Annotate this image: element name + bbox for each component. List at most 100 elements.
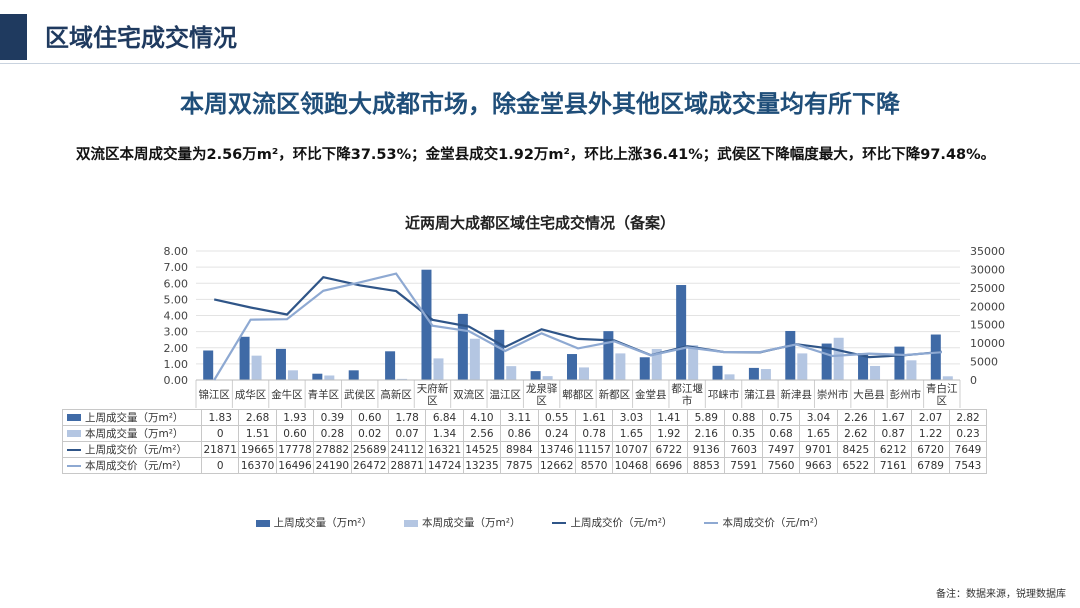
table-row: 本周成交量（万m²） 0 1.51 0.60 0.28 0.02 0.07 1.34 2.56 0… xyxy=(62,425,988,442)
bar-cur-volume xyxy=(833,337,844,380)
table-cell: 7649 xyxy=(948,441,988,458)
bar-prev-volume xyxy=(748,367,759,380)
table-cell: 2.16 xyxy=(687,425,726,442)
data-table: 上周成交量（万m²） 1.83 2.68 1.93 0.39 0.60 1.78 6.84 4.… xyxy=(62,409,988,474)
table-cell: 7603 xyxy=(724,441,763,458)
y-right-tick-label: 0 xyxy=(970,374,977,387)
table-cell: 2.07 xyxy=(911,409,950,426)
table-cell: 7543 xyxy=(948,457,988,474)
y-left-tick-label: 7.00 xyxy=(164,261,189,274)
table-cell: 26472 xyxy=(350,457,389,474)
table-cell: 2.62 xyxy=(836,425,876,442)
headline: 本周双流区领跑大成都市场，除金堂县外其他区域成交量均有所下降 xyxy=(180,90,900,118)
bar-cur-volume xyxy=(433,358,444,380)
table-cell: 0.68 xyxy=(761,425,801,442)
x-tick-label: 区 xyxy=(937,395,948,407)
bar-cur-volume xyxy=(797,353,808,380)
table-cell: 6212 xyxy=(874,441,913,458)
table-cell: 16321 xyxy=(425,441,464,458)
table-cell: 7875 xyxy=(500,457,539,474)
table-cell: 6522 xyxy=(836,457,876,474)
table-cell: 10707 xyxy=(612,441,651,458)
table-cell: 1.65 xyxy=(612,425,651,442)
x-tick-label: 新津县 xyxy=(781,388,813,401)
bar-prev-volume xyxy=(421,269,432,380)
table-cell: 9663 xyxy=(799,457,838,474)
series-name: 上周成交量（万m²） xyxy=(85,411,184,424)
bar-prev-volume xyxy=(603,331,614,380)
table-cell: 9701 xyxy=(799,441,838,458)
x-tick-label: 武侯区 xyxy=(344,388,376,401)
legend-label: 上周成交价（元/m²） xyxy=(570,517,673,529)
line-cur-price xyxy=(213,272,942,381)
x-tick-label: 大邑县 xyxy=(853,388,885,401)
bar-prev-volume xyxy=(275,348,286,380)
bar-cur-volume xyxy=(251,355,262,380)
bar-cur-volume xyxy=(287,370,298,380)
table-cell: 1.22 xyxy=(911,425,950,442)
table-cell: 1.65 xyxy=(799,425,838,442)
table-cell: 0.02 xyxy=(350,425,389,442)
table-cell: 6.84 xyxy=(425,409,464,426)
x-tick-label: 区 xyxy=(536,395,547,407)
table-cell: 8570 xyxy=(574,457,614,474)
table-cell: 2.56 xyxy=(462,425,502,442)
table-cell: 12662 xyxy=(537,457,576,474)
x-tick-label: 天府新 xyxy=(417,382,449,395)
legend-label: 上周成交量（万m²） xyxy=(273,517,373,529)
series-swatch xyxy=(67,448,81,451)
bar-prev-volume xyxy=(785,330,796,380)
bar-prev-volume xyxy=(894,346,905,380)
y-right-tick-label: 25000 xyxy=(970,282,1005,295)
bar-cur-volume xyxy=(760,369,771,380)
table-cell: 28871 xyxy=(387,457,427,474)
table-cell: 6722 xyxy=(649,441,689,458)
table-cell: 24112 xyxy=(387,441,427,458)
table-cell: 0.55 xyxy=(537,409,576,426)
y-left-tick-label: 1.00 xyxy=(164,358,189,371)
y-right-tick-label: 5000 xyxy=(970,356,998,369)
table-cell: 7591 xyxy=(724,457,763,474)
y-left-tick-label: 0.00 xyxy=(164,374,189,387)
table-cell: 1.61 xyxy=(574,409,614,426)
x-tick-label: 锦江区 xyxy=(198,388,230,401)
y-left-tick-label: 5.00 xyxy=(164,293,189,306)
y-left-tick-label: 8.00 xyxy=(164,245,189,258)
bar-prev-volume xyxy=(567,354,577,380)
bar-cur-volume xyxy=(324,375,335,380)
bar-cur-volume xyxy=(397,378,408,380)
line-prev-price xyxy=(213,275,942,359)
footnote: 备注：数据来源，锐理数据库 xyxy=(936,589,1066,600)
x-tick-label: 都江堰 xyxy=(671,383,703,395)
bar-prev-volume xyxy=(312,373,323,380)
table-cell: 1.92 xyxy=(649,425,689,442)
legend-entry: 上周成交量（万m²） xyxy=(255,515,373,530)
table-row-header: 上周成交量（万m²） xyxy=(62,409,202,426)
table-cell: 0.07 xyxy=(387,425,427,442)
bar-cur-volume xyxy=(469,338,480,380)
table-cell: 7161 xyxy=(874,457,913,474)
table-cell: 14525 xyxy=(462,441,502,458)
table-cell: 8984 xyxy=(500,441,539,458)
chart-legend: 上周成交量（万m²） 本周成交量（万m²） 上周成交价（元/m²） 本周成交价（元/m… xyxy=(0,515,1080,530)
x-tick-label: 区 xyxy=(427,395,438,407)
table-cell: 7497 xyxy=(761,441,801,458)
table-cell: 0 xyxy=(200,425,240,442)
table-cell: 0.75 xyxy=(761,409,801,426)
legend-label: 本周成交量（万m²） xyxy=(422,517,521,529)
table-cell: 3.04 xyxy=(799,409,838,426)
y-right-tick-label: 30000 xyxy=(970,263,1005,276)
table-cell: 0.39 xyxy=(313,409,352,426)
y-right-tick-label: 35000 xyxy=(970,245,1005,258)
y-right-tick-label: 20000 xyxy=(970,300,1005,313)
bar-cur-volume xyxy=(942,376,953,380)
table-row-header: 本周成交量（万m²） xyxy=(62,425,202,442)
table-cell: 0.28 xyxy=(313,425,352,442)
table-cell: 1.51 xyxy=(238,425,277,442)
x-tick-label: 彭州市 xyxy=(890,388,922,401)
table-cell: 25689 xyxy=(350,441,389,458)
table-cell: 4.10 xyxy=(462,409,502,426)
table-row: 本周成交价（元/m²） 0 16370 16496 24190 26472 28871 147… xyxy=(62,457,988,474)
table-cell: 1.93 xyxy=(275,409,315,426)
table-cell: 19665 xyxy=(238,441,277,458)
